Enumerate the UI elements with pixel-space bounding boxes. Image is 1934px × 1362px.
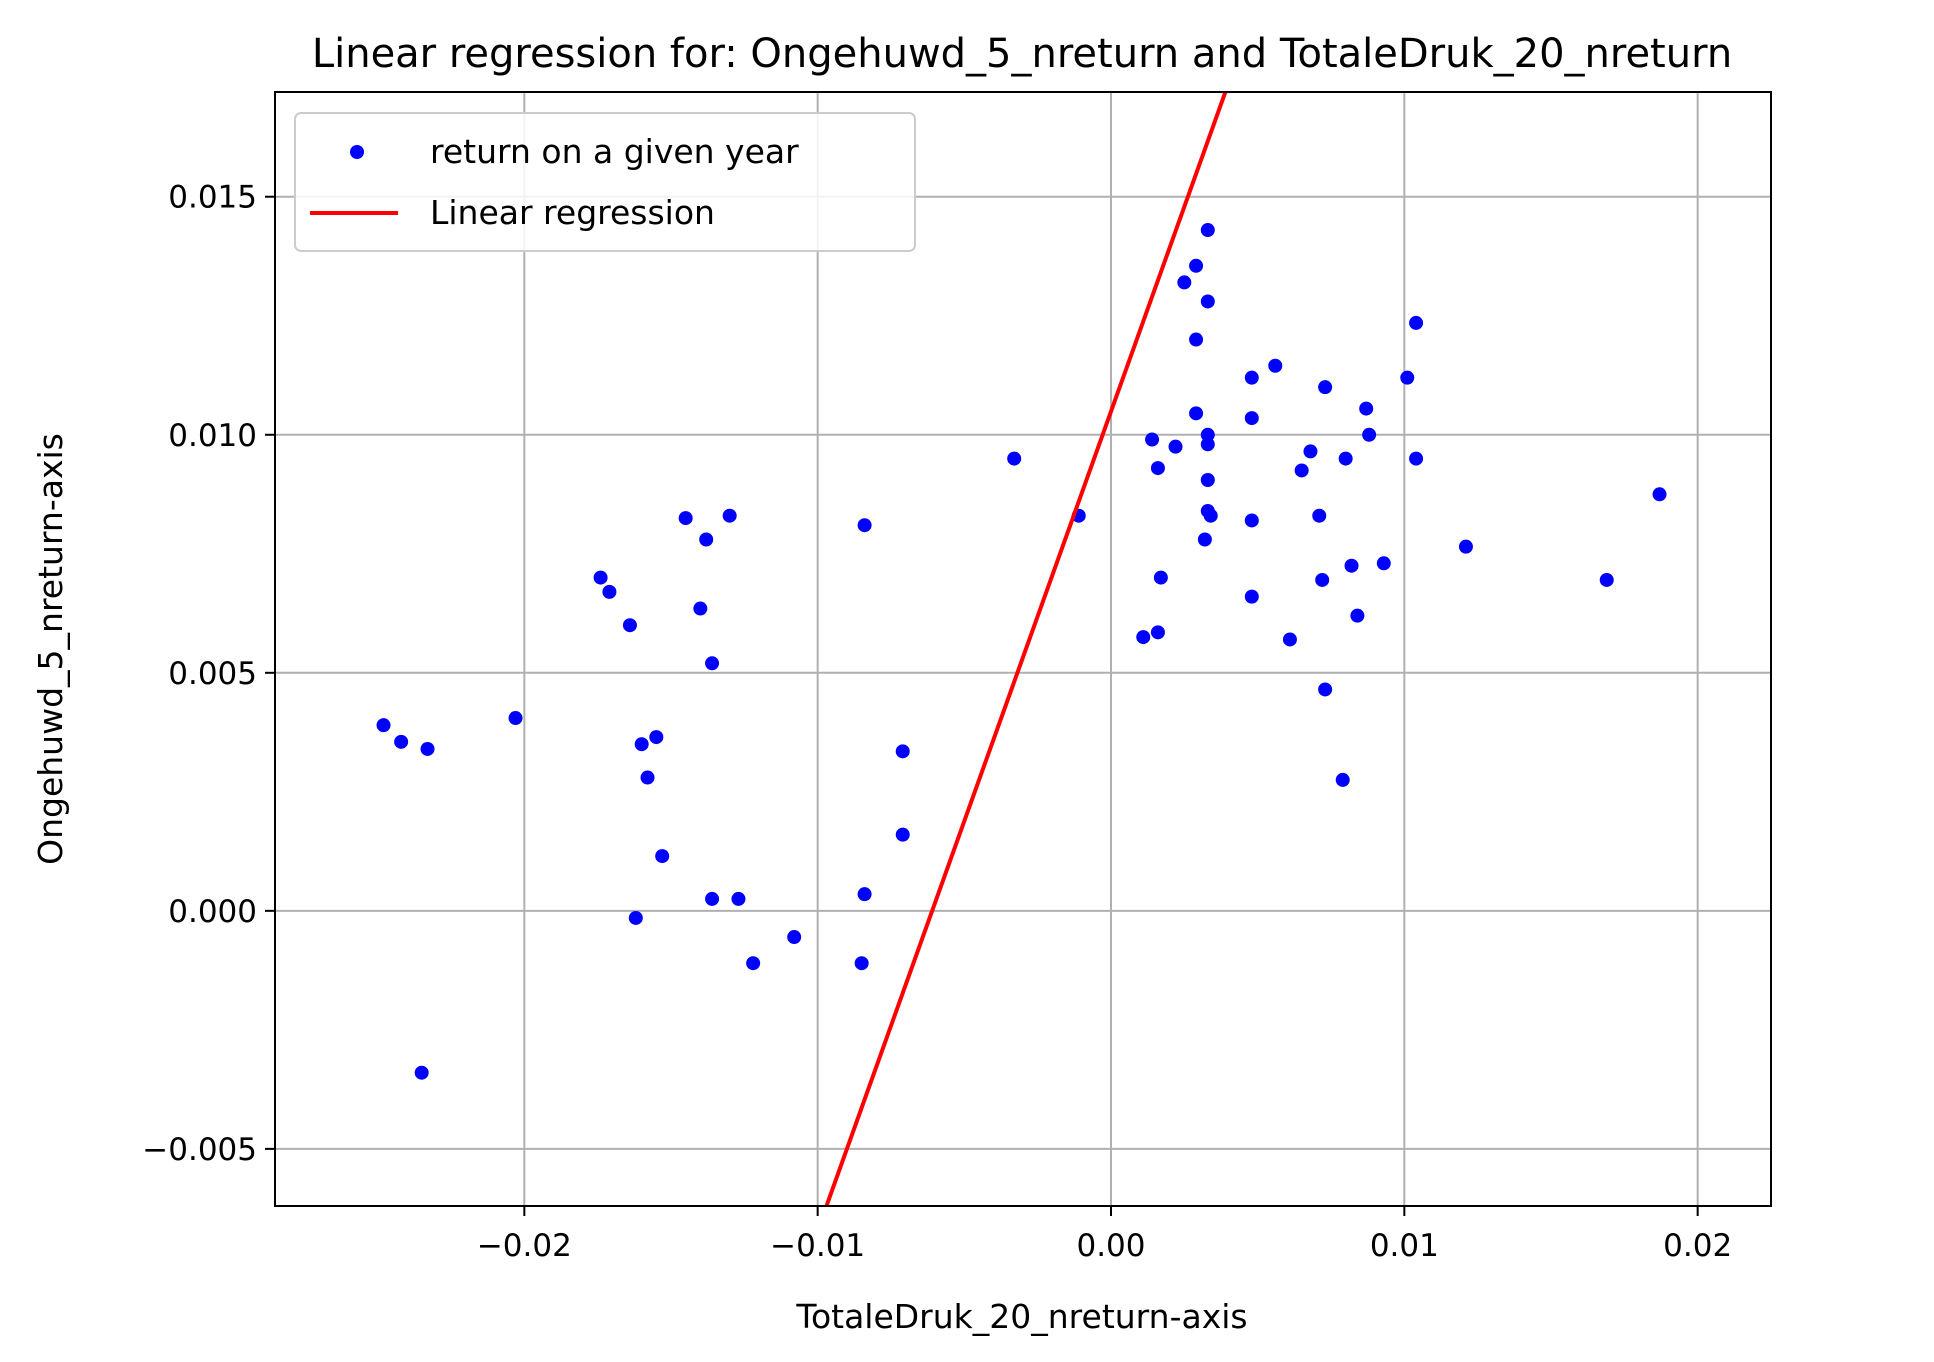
x-tick-label: −0.01 — [770, 1228, 865, 1264]
scatter-point — [376, 718, 391, 733]
scatter-point — [1244, 513, 1259, 528]
scatter-point — [693, 601, 708, 616]
scatter-point — [1315, 572, 1330, 587]
scatter-point — [622, 618, 637, 633]
y-tick-label: 0.015 — [168, 180, 257, 216]
scatter-point — [1312, 508, 1327, 523]
legend-label-line: Linear regression — [430, 193, 715, 232]
scatter-point — [1203, 508, 1218, 523]
scatter-point — [1359, 401, 1374, 416]
x-axis-label: TotaleDruk_20_nreturn-axis — [795, 1297, 1247, 1336]
scatter-point — [705, 656, 720, 671]
scatter-point — [655, 849, 670, 864]
scatter-point — [1007, 451, 1022, 466]
scatter-point — [1136, 630, 1151, 645]
scatter-point — [1409, 315, 1424, 330]
scatter-point — [1652, 487, 1667, 502]
scatter-point — [1599, 572, 1614, 587]
scatter-point — [1197, 532, 1212, 547]
scatter-point — [1409, 451, 1424, 466]
scatter-point — [1318, 682, 1333, 697]
scatter-point — [1150, 461, 1165, 476]
x-tick-label: −0.02 — [477, 1228, 572, 1264]
scatter-point — [722, 508, 737, 523]
legend: return on a given year Linear regression — [294, 112, 916, 252]
scatter-point — [1350, 608, 1365, 623]
scatter-point — [1318, 380, 1333, 395]
scatter-point — [593, 570, 608, 585]
series-layer — [376, 92, 1667, 1206]
scatter-point — [1244, 589, 1259, 604]
y-axis-label: Ongehuwd_5_nreturn-axis — [31, 433, 70, 865]
scatter-point — [1344, 558, 1359, 573]
scatter-point — [857, 887, 872, 902]
scatter-point — [857, 518, 872, 533]
scatter-point — [1244, 370, 1259, 385]
scatter-point — [1189, 332, 1204, 347]
scatter-point — [602, 584, 617, 599]
scatter-point — [1294, 463, 1309, 478]
y-axis-ticks: −0.005 0.000 0.005 0.010 0.015 — [142, 180, 275, 1168]
plot-area — [376, 92, 1667, 1206]
scatter-point — [678, 511, 693, 526]
scatter-point — [1362, 427, 1377, 442]
x-tick-label: 0.01 — [1370, 1228, 1439, 1264]
scatter-point — [414, 1065, 429, 1080]
scatter-point — [1282, 632, 1297, 647]
scatter-point — [1150, 625, 1165, 640]
scatter-point — [746, 956, 761, 971]
grid-lines — [275, 92, 1771, 1206]
scatter-point — [1189, 406, 1204, 421]
y-tick-label: 0.005 — [168, 656, 257, 692]
legend-label-scatter: return on a given year — [430, 132, 799, 171]
y-tick-label: 0.010 — [168, 418, 257, 454]
scatter-point — [634, 737, 649, 752]
scatter-point — [1200, 294, 1215, 309]
scatter-point — [787, 930, 802, 945]
scatter-point — [640, 770, 655, 785]
scatter-point — [1338, 451, 1353, 466]
scatter-point — [895, 744, 910, 759]
scatter-point — [1303, 444, 1318, 459]
scatter-point — [1189, 258, 1204, 273]
scatter-point — [1153, 570, 1168, 585]
scatter-point — [1400, 370, 1415, 385]
scatter-point — [705, 891, 720, 906]
scatter-point — [649, 730, 664, 745]
scatter-point — [731, 891, 746, 906]
x-axis-ticks: −0.02 −0.01 0.00 0.01 0.02 — [477, 1206, 1732, 1264]
scatter-point — [1177, 275, 1192, 290]
scatter-point — [1145, 432, 1160, 447]
scatter-point — [508, 711, 523, 726]
scatter-point — [1200, 437, 1215, 452]
chart-title: Linear regression for: Ongehuwd_5_nretur… — [312, 31, 1732, 77]
scatter-point — [1335, 772, 1350, 787]
scatter-point — [420, 741, 435, 756]
scatter-point — [394, 734, 409, 749]
x-tick-label: 0.00 — [1076, 1228, 1145, 1264]
scatter-point — [1200, 472, 1215, 487]
scatter-point — [895, 827, 910, 842]
scatter-point — [1376, 556, 1391, 571]
scatter-point — [1268, 358, 1283, 373]
scatter-point — [1168, 439, 1183, 454]
y-tick-label: 0.000 — [168, 894, 257, 930]
scatter-point — [854, 956, 869, 971]
scatter-point — [1200, 223, 1215, 238]
legend-marker-scatter — [350, 145, 364, 159]
scatter-point — [699, 532, 714, 547]
scatter-point — [1244, 411, 1259, 426]
plot-frame — [274, 91, 1772, 1207]
legend-box — [294, 112, 916, 252]
y-tick-label: −0.005 — [142, 1132, 257, 1168]
scatter-point — [1458, 539, 1473, 554]
x-tick-label: 0.02 — [1663, 1228, 1732, 1264]
regression-line — [824, 92, 1228, 1206]
scatter-point — [628, 910, 643, 925]
